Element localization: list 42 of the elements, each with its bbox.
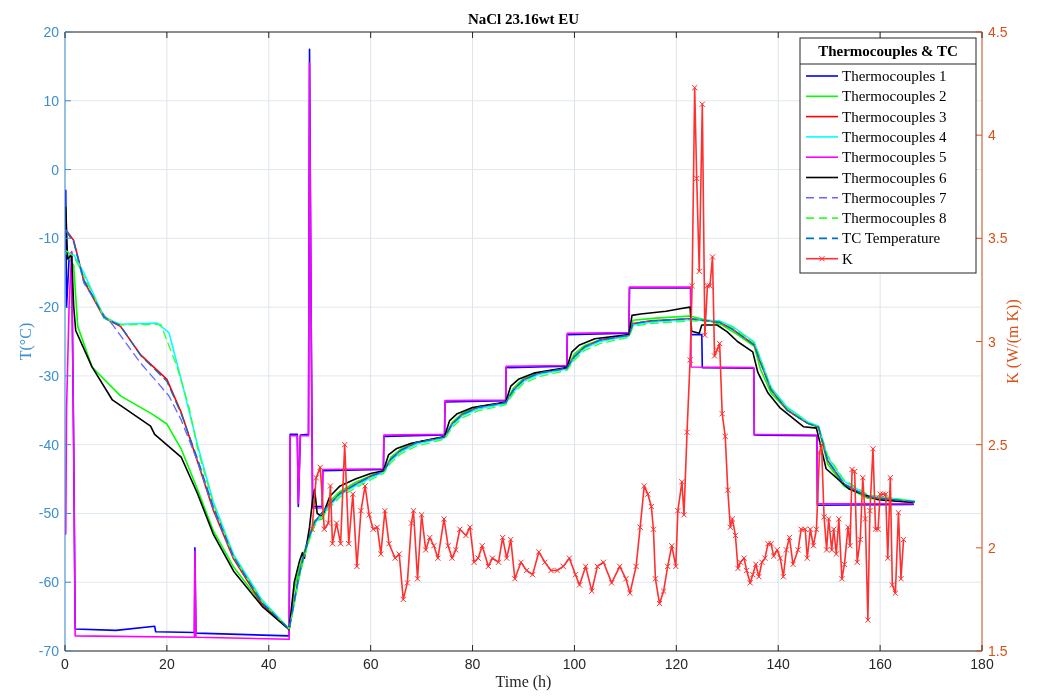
legend-label: Thermocouples 3 — [842, 108, 947, 125]
legend-label: Thermocouples 4 — [842, 128, 948, 145]
legend-label: TC Temperature — [842, 230, 941, 247]
x-tick-label: 40 — [260, 656, 277, 672]
y-tick-label: -60 — [38, 574, 60, 591]
y2-tick-label: 4.5 — [988, 24, 1008, 40]
legend-label: Thermocouples 2 — [842, 88, 947, 105]
x-tick-label: 80 — [464, 656, 481, 672]
legend-label: Thermocouples 7 — [842, 189, 948, 206]
x-tick-label: 20 — [159, 656, 175, 672]
x-tick-label: 60 — [362, 656, 379, 672]
y2-tick-label: 3 — [988, 333, 996, 350]
x-tick-label: 120 — [664, 656, 689, 672]
y-tick-label: 20 — [43, 24, 60, 40]
y2-tick-label: 2.5 — [988, 436, 1008, 453]
y-tick-label: 10 — [43, 92, 60, 109]
y-tick-label: -50 — [38, 505, 60, 522]
legend-label: Thermocouples 6 — [842, 169, 948, 186]
x-tick-label: 180 — [970, 656, 994, 672]
y-axis-title: T(°C) — [17, 322, 35, 361]
legend-label: K — [842, 250, 853, 267]
chart-title: NaCl 23.16wt EU — [467, 11, 580, 27]
legend-title: Thermocouples & TC — [818, 43, 958, 59]
y-tick-label: -20 — [38, 299, 60, 316]
y2-tick-label: 1.5 — [988, 643, 1008, 659]
x-tick-label: 140 — [766, 656, 791, 672]
y-tick-label: -10 — [38, 230, 60, 247]
y2-tick-label: 2 — [988, 539, 996, 556]
y-tick-label: -30 — [38, 367, 60, 384]
y2-axis-title: K (W/(m K)) — [1004, 299, 1022, 384]
legend-label: Thermocouples 5 — [842, 149, 947, 166]
y-tick-label: 0 — [51, 161, 60, 178]
x-tick-label: 160 — [868, 656, 892, 672]
y2-tick-label: 3.5 — [988, 230, 1008, 247]
y-tick-label: -40 — [38, 436, 60, 453]
legend-label: Thermocouples 8 — [842, 210, 947, 227]
x-tick-label: 0 — [61, 656, 70, 672]
y-tick-label: -70 — [38, 643, 60, 659]
x-tick-label: 100 — [562, 656, 587, 672]
y2-tick-label: 4 — [988, 127, 996, 144]
legend-label: Thermocouples 1 — [842, 68, 947, 84]
x-axis-title: Time (h) — [495, 673, 552, 691]
